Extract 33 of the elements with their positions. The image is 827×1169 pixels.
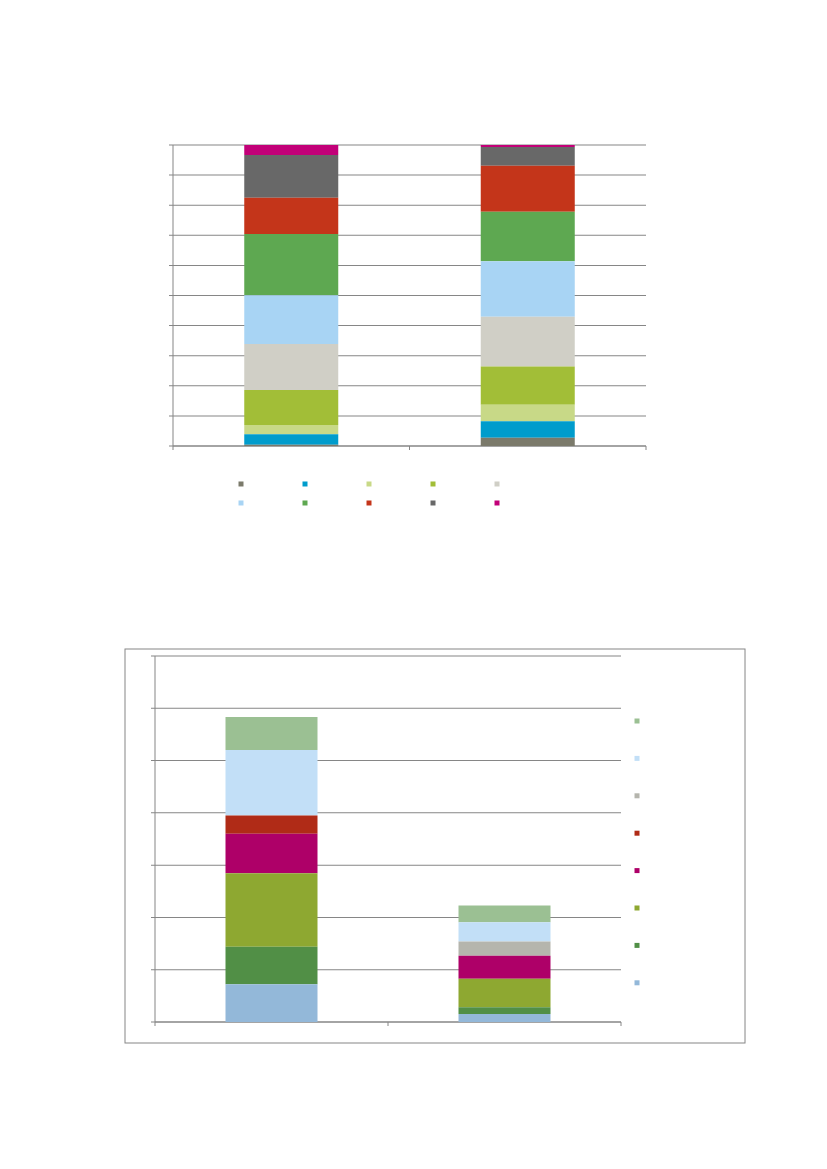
bar [458,978,551,1008]
bar [244,434,339,445]
bar [458,922,551,942]
bar [458,905,551,923]
bar [244,295,339,344]
bar [225,749,318,816]
bar [458,941,551,956]
bar [244,390,339,425]
bar [225,946,318,985]
bar [225,815,318,834]
bar [244,197,339,235]
bar [225,984,318,1022]
bar [244,234,339,296]
bar [458,1014,551,1022]
bar [244,424,339,435]
bar [480,316,575,367]
bar [480,421,575,438]
bar [225,716,318,750]
bar [458,1007,551,1015]
bar [480,366,575,405]
bar [480,144,575,148]
bar [480,147,575,166]
bar [480,437,575,446]
bar [480,404,575,422]
bar [225,833,318,874]
bar [480,261,575,317]
bar [458,955,551,979]
bar [225,873,318,947]
bar [244,144,339,155]
bar [480,211,575,262]
bar [244,343,339,390]
bar [244,154,339,198]
bar [480,165,575,212]
